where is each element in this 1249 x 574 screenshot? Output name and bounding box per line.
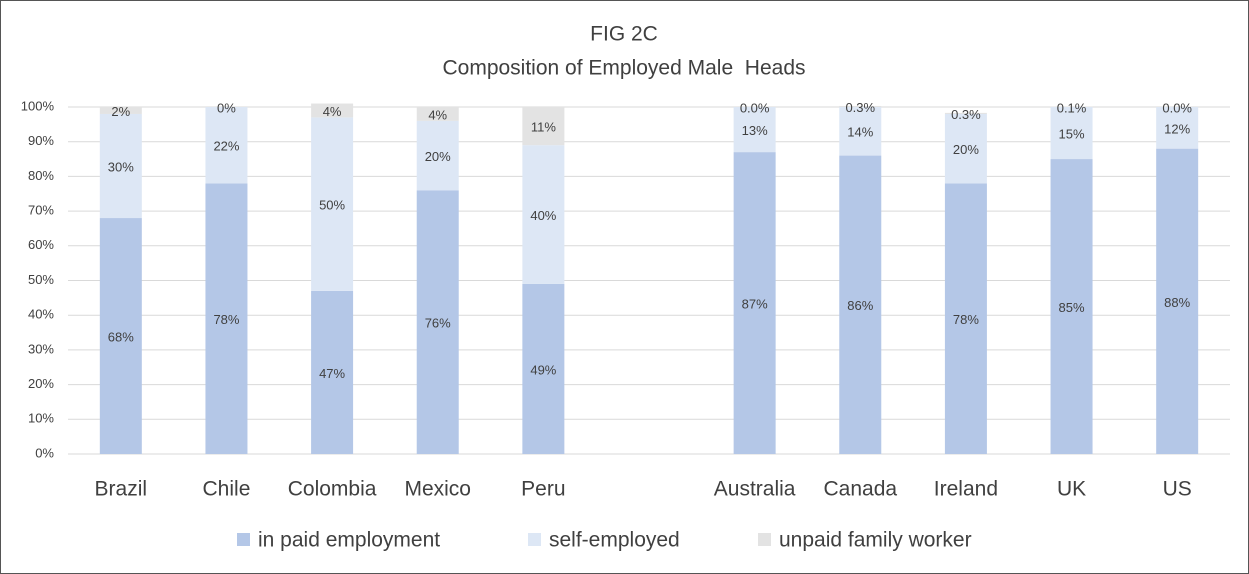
data-label: 87% [742, 296, 768, 311]
data-label: 68% [108, 329, 134, 344]
bar-segment [99, 113, 142, 219]
y-tick-label: 20% [28, 376, 54, 391]
bar-segment [416, 190, 459, 454]
bar-segment [205, 107, 248, 184]
chart-subtitle: Composition of Employed Male Heads [442, 57, 805, 80]
bar-segment [1156, 107, 1199, 149]
data-label: 4% [323, 104, 342, 119]
bar-segment [311, 290, 354, 454]
data-label: 22% [213, 139, 239, 154]
data-label: 0.0% [1162, 100, 1192, 115]
x-tick-label: Canada [823, 478, 897, 501]
data-label: 13% [742, 123, 768, 138]
bar-segment [839, 155, 882, 454]
data-label: 2% [111, 104, 130, 119]
data-label: 0.0% [740, 100, 770, 115]
data-label: 15% [1059, 126, 1085, 141]
data-label: 20% [953, 142, 979, 157]
data-label: 86% [847, 298, 873, 313]
data-label: 4% [428, 107, 447, 122]
data-label: 0.1% [1057, 100, 1087, 115]
legend-label: self-employed [549, 529, 680, 552]
bar-segment [416, 120, 459, 191]
legend-swatch [528, 533, 541, 546]
bar-segment [311, 117, 354, 291]
legend-swatch [758, 533, 771, 546]
legend-swatch [237, 533, 250, 546]
bar-segment [733, 107, 776, 153]
y-tick-label: 10% [28, 411, 54, 426]
x-tick-label: Mexico [404, 478, 471, 501]
data-label: 30% [108, 159, 134, 174]
data-label: 20% [425, 149, 451, 164]
x-tick-label: UK [1057, 478, 1086, 501]
data-label: 76% [425, 316, 451, 331]
x-tick-label: Colombia [288, 478, 377, 501]
legend-label: in paid employment [258, 529, 440, 552]
data-label: 50% [319, 198, 345, 213]
bar-segment [839, 105, 882, 107]
bar-segment [522, 283, 565, 454]
y-tick-label: 100% [21, 98, 55, 113]
y-tick-label: 0% [35, 445, 54, 460]
data-label: 0.3% [951, 107, 981, 122]
bar-segment [1050, 159, 1093, 455]
y-tick-label: 70% [28, 203, 54, 218]
bar-segment [733, 152, 776, 455]
data-label: 40% [530, 208, 556, 223]
bar-segment [522, 107, 565, 146]
data-label: 85% [1059, 300, 1085, 315]
x-tick-label: Chile [203, 478, 251, 501]
chart-title: FIG 2C [590, 23, 658, 46]
data-label: 78% [213, 312, 239, 327]
data-label: 11% [531, 120, 556, 135]
bar-segment [1050, 107, 1093, 160]
y-tick-label: 40% [28, 307, 54, 322]
data-label: 49% [530, 362, 556, 377]
y-tick-label: 90% [28, 133, 54, 148]
data-label: 0.3% [845, 100, 875, 115]
x-tick-label: Brazil [95, 478, 148, 501]
bar-segment [99, 218, 142, 454]
y-tick-label: 30% [28, 341, 54, 356]
x-tick-label: Ireland [934, 478, 998, 501]
bar-segment [944, 112, 987, 114]
bar-segment [1156, 148, 1199, 454]
data-label: 88% [1164, 295, 1190, 310]
data-label: 0% [217, 100, 236, 115]
bar-segment [205, 183, 248, 454]
data-label: 12% [1164, 121, 1190, 136]
bar-segment [944, 113, 987, 184]
x-tick-label: Peru [521, 478, 565, 501]
bar-segment [839, 107, 882, 156]
legend-label: unpaid family worker [779, 529, 972, 552]
bar-segment [944, 183, 987, 454]
data-label: 47% [319, 366, 345, 381]
y-tick-label: 60% [28, 237, 54, 252]
bar-segment [522, 145, 565, 284]
y-tick-label: 80% [28, 168, 54, 183]
bar-segment [99, 107, 142, 114]
x-tick-label: Australia [714, 478, 796, 501]
x-tick-label: US [1163, 478, 1192, 501]
bar-segment [416, 107, 459, 121]
data-label: 78% [953, 312, 979, 327]
data-label: 14% [847, 125, 873, 140]
y-tick-label: 50% [28, 272, 54, 287]
bar-segment [311, 103, 354, 118]
